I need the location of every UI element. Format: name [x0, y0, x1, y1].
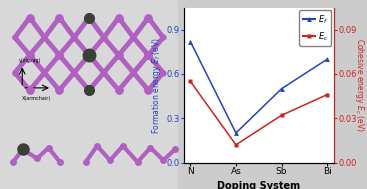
Y-axis label: Formation energy $E_f$ (eV): Formation energy $E_f$ (eV) [150, 36, 163, 134]
X-axis label: Doping System: Doping System [217, 181, 300, 189]
Text: X(armchair): X(armchair) [22, 96, 51, 101]
Legend: $E_f$, $E_c$: $E_f$, $E_c$ [299, 10, 331, 46]
Y-axis label: Cohesive energy $E_c$ (eV): Cohesive energy $E_c$ (eV) [353, 38, 366, 132]
Text: y(zigzag): y(zigzag) [19, 58, 42, 63]
